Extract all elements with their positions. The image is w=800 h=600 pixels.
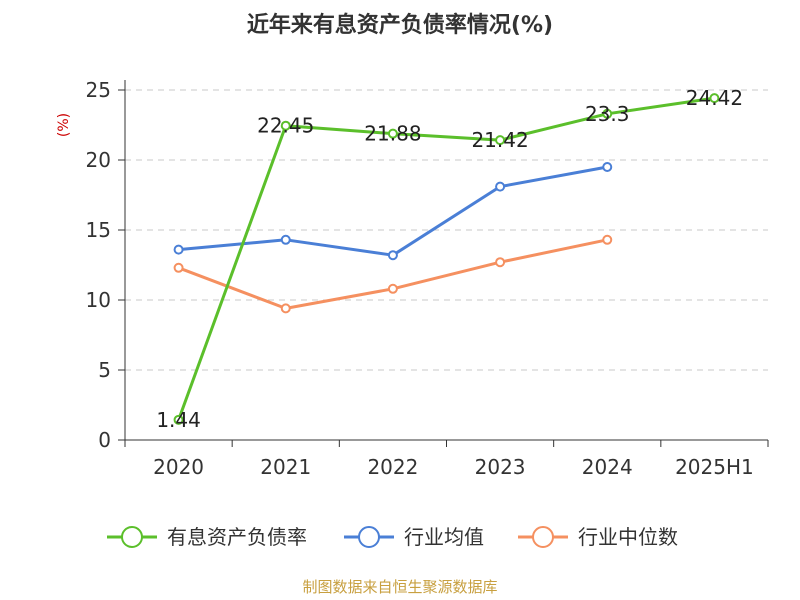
data-label: 21.42: [471, 128, 528, 152]
x-tick-label: 2022: [367, 455, 418, 479]
source-note: 制图数据来自恒生聚源数据库: [302, 578, 497, 596]
legend-item-2[interactable]: 行业中位数: [518, 525, 678, 549]
y-tick-label: 25: [86, 78, 111, 102]
data-point[interactable]: [602, 162, 613, 172]
series-line: [178, 238, 608, 310]
axes: 0 5 10 15 20 25 2020 2021 2022 2023 2024 2025H1: [86, 78, 769, 479]
legend-marker-icon: [121, 526, 143, 548]
data-label: 23.3: [585, 102, 630, 126]
series-line: [177, 96, 715, 421]
legend-marker-icon: [532, 526, 554, 548]
series-1: [173, 162, 613, 261]
y-tick-label: 0: [98, 428, 111, 452]
data-point[interactable]: [173, 414, 184, 425]
x-tick-label: 2021: [260, 455, 311, 479]
y-tick-label: 15: [86, 218, 111, 242]
series-0: [173, 93, 720, 425]
data-point[interactable]: [709, 93, 720, 104]
x-tick-label: 2023: [475, 455, 526, 479]
data-point[interactable]: [280, 234, 291, 245]
data-point[interactable]: [602, 108, 613, 119]
data-point[interactable]: [387, 283, 398, 294]
data-point[interactable]: [173, 244, 184, 255]
data-point[interactable]: [173, 262, 184, 273]
x-tick-label: 2025H1: [675, 455, 754, 479]
data-point[interactable]: [495, 257, 506, 268]
data-label: 1.44: [156, 408, 201, 432]
series-2: [173, 234, 613, 314]
data-point[interactable]: [495, 181, 506, 192]
data-point[interactable]: [602, 234, 613, 245]
data-label: 22.45: [257, 114, 314, 138]
legend-label: 行业中位数: [578, 525, 678, 549]
gridlines: [125, 89, 768, 371]
legend-label: 行业均值: [404, 525, 484, 549]
data-point[interactable]: [387, 128, 398, 139]
data-point[interactable]: [387, 250, 398, 261]
data-point[interactable]: [495, 135, 506, 146]
data-point[interactable]: [280, 120, 291, 131]
legend-item-1[interactable]: 行业均值: [344, 525, 484, 549]
chart-title: 近年来有息资产负债率情况(%): [247, 12, 553, 38]
data-label: 24.42: [686, 86, 743, 110]
y-tick-label: 20: [86, 148, 111, 172]
series-layer: [173, 93, 720, 425]
data-labels: 1.44 22.45 21.88 21.42 23.3 24.42: [156, 86, 743, 432]
legend-marker-icon: [358, 526, 380, 548]
y-tick-label: 5: [98, 358, 111, 382]
legend-item-0[interactable]: 有息资产负债率: [107, 525, 307, 549]
data-point[interactable]: [280, 303, 291, 314]
y-tick-label: 10: [86, 288, 111, 312]
x-tick-label: 2024: [582, 455, 633, 479]
legend-label: 有息资产负债率: [167, 525, 307, 549]
x-tick-label: 2020: [153, 455, 204, 479]
y-axis-unit: (%): [56, 113, 72, 137]
legend[interactable]: 有息资产负债率 行业均值 行业中位数: [107, 525, 678, 549]
data-label: 21.88: [364, 122, 421, 146]
